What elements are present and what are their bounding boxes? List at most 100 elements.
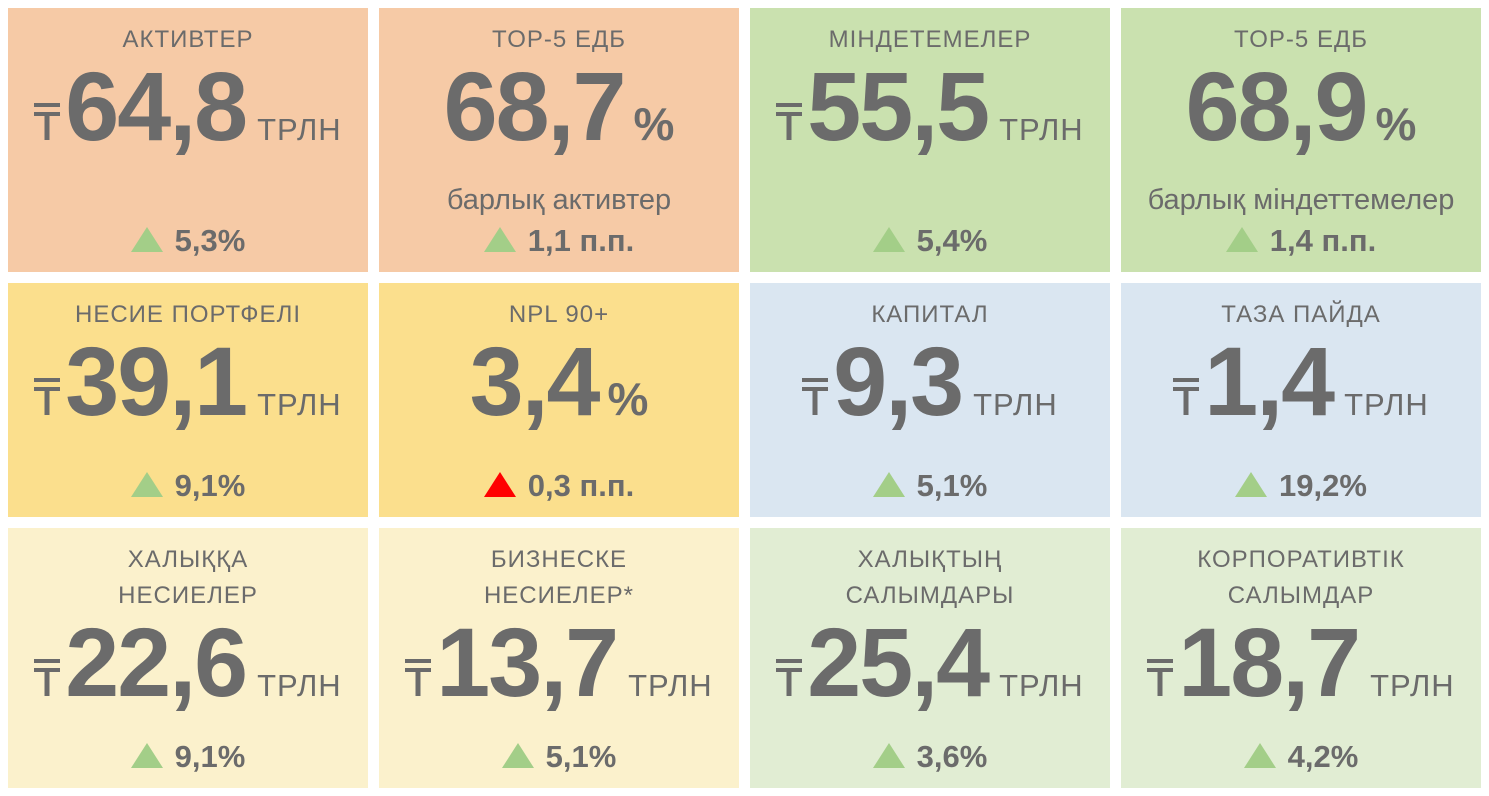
kpi-value: 39,1 [65, 327, 248, 436]
kpi-title: ТАЗА ПАЙДА [1221, 301, 1381, 328]
kpi-value: 1,4 [1204, 327, 1335, 436]
kpi-unit: ТРЛН [257, 387, 342, 422]
tenge-currency-icon [34, 378, 61, 415]
kpi-delta-value: 19,2% [1279, 468, 1367, 503]
kpi-title: НЕСИЕ ПОРТФЕЛІ [75, 301, 301, 328]
kpi-card: TOP-5 ЕДБ 68,9 % барлық міндеттемелер 1,… [1121, 8, 1481, 272]
kpi-value-row: 13,7 ТРЛН [405, 614, 712, 741]
kpi-value: 64,8 [65, 52, 248, 161]
kpi-unit: ТРЛН [999, 668, 1084, 703]
triangle-up-icon [872, 227, 905, 252]
kpi-delta-value: 5,1% [545, 739, 617, 774]
kpi-delta: 19,2% [1235, 470, 1367, 501]
kpi-card: КОРПОРАТИВТІК САЛЫМДАР 18,7 ТРЛН 4,2% [1121, 528, 1481, 788]
kpi-title: МІНДЕТЕМЕЛЕР [828, 26, 1032, 53]
kpi-unit: % [607, 373, 649, 425]
kpi-value-row: 55,5 ТРЛН [776, 58, 1083, 225]
kpi-delta-value: 3,6% [916, 739, 988, 774]
kpi-delta-value: 9,1% [174, 468, 246, 503]
kpi-title: TOP-5 ЕДБ [1234, 26, 1368, 53]
kpi-delta-value: 5,1% [916, 468, 988, 503]
kpi-value-row: 18,7 ТРЛН [1147, 614, 1454, 741]
kpi-delta: 9,1% [130, 739, 246, 774]
kpi-delta-value: 5,3% [174, 223, 246, 258]
kpi-unit: % [1375, 98, 1417, 150]
kpi-value-row: 9,3 ТРЛН [802, 333, 1057, 470]
kpi-value: 22,6 [65, 608, 248, 717]
tenge-currency-icon [1173, 378, 1200, 415]
kpi-value-row: 68,7 % [444, 58, 675, 184]
kpi-card: БИЗНЕСКЕ НЕСИЕЛЕР* 13,7 ТРЛН 5,1% [379, 528, 739, 788]
kpi-delta: 5,1% [501, 739, 617, 774]
kpi-card: КАПИТАЛ 9,3 ТРЛН 5,1% [750, 283, 1110, 517]
triangle-up-icon [1225, 227, 1258, 252]
tenge-currency-icon [34, 659, 61, 696]
kpi-value-row: 64,8 ТРЛН [34, 58, 341, 225]
kpi-card: TOP-5 ЕДБ 68,7 % барлық активтер 1,1 п.п… [379, 8, 739, 272]
triangle-up-icon [483, 472, 516, 497]
kpi-delta-value: 5,4% [916, 223, 988, 258]
kpi-card: АКТИВТЕР 64,8 ТРЛН 5,3% [8, 8, 368, 272]
kpi-delta: 4,2% [1243, 739, 1359, 774]
kpi-delta-value: 0,3 п.п. [527, 468, 635, 503]
kpi-title: TOP-5 ЕДБ [492, 26, 626, 53]
kpi-delta: 5,4% [872, 223, 988, 258]
kpi-delta: 5,1% [872, 468, 988, 503]
kpi-value: 25,4 [807, 608, 990, 717]
kpi-value: 3,4 [469, 327, 601, 436]
kpi-value: 68,7 [443, 52, 627, 161]
kpi-value-row: 22,6 ТРЛН [34, 614, 341, 741]
triangle-up-icon [1243, 743, 1276, 768]
kpi-subtitle: барлық міндеттемелер [1147, 183, 1455, 216]
kpi-delta: 0,3 п.п. [483, 468, 635, 503]
triangle-up-icon [130, 227, 163, 252]
kpi-unit: ТРЛН [1370, 668, 1455, 703]
kpi-subtitle: барлық активтер [446, 183, 672, 216]
kpi-unit: ТРЛН [257, 668, 342, 703]
tenge-currency-icon [1147, 659, 1174, 696]
kpi-value-row: 1,4 ТРЛН [1173, 333, 1428, 470]
kpi-delta-value: 1,4 п.п. [1269, 223, 1377, 258]
kpi-card: МІНДЕТЕМЕЛЕР 55,5 ТРЛН 5,4% [750, 8, 1110, 272]
kpi-unit: ТРЛН [628, 668, 713, 703]
kpi-value: 55,5 [807, 52, 990, 161]
kpi-card: ХАЛЫҚТЫҢ САЛЫМДАРЫ 25,4 ТРЛН 3,6% [750, 528, 1110, 788]
kpi-unit: % [633, 98, 675, 150]
kpi-value: 9,3 [833, 327, 964, 436]
kpi-card: ХАЛЫҚҚА НЕСИЕЛЕР 22,6 ТРЛН 9,1% [8, 528, 368, 788]
kpi-value-row: 39,1 ТРЛН [34, 333, 341, 470]
triangle-up-icon [483, 227, 516, 252]
kpi-delta: 1,1 п.п. [483, 225, 634, 256]
kpi-title: КАПИТАЛ [871, 301, 989, 328]
tenge-currency-icon [34, 103, 61, 140]
kpi-value-row: 3,4 % [470, 333, 649, 470]
kpi-title: ХАЛЫҚТЫҢ САЛЫМДАРЫ [845, 546, 1015, 609]
triangle-up-icon [872, 743, 905, 768]
kpi-value: 68,9 [1185, 52, 1369, 161]
triangle-up-icon [130, 472, 163, 497]
kpi-unit: ТРЛН [257, 112, 342, 147]
kpi-delta-value: 9,1% [174, 739, 246, 774]
triangle-up-icon [1235, 472, 1268, 497]
tenge-currency-icon [802, 378, 829, 415]
kpi-value-row: 68,9 % [1186, 58, 1417, 184]
kpi-unit: ТРЛН [973, 387, 1058, 422]
kpi-delta: 5,3% [130, 223, 246, 258]
kpi-unit: ТРЛН [999, 112, 1084, 147]
kpi-delta: 1,4 п.п. [1225, 223, 1377, 258]
kpi-card: ТАЗА ПАЙДА 1,4 ТРЛН 19,2% [1121, 283, 1481, 517]
triangle-up-icon [872, 472, 905, 497]
triangle-up-icon [501, 743, 534, 768]
kpi-unit: ТРЛН [1344, 387, 1429, 422]
kpi-value-row: 25,4 ТРЛН [776, 614, 1083, 741]
kpi-title: NPL 90+ [508, 301, 610, 328]
kpi-delta-value: 4,2% [1287, 739, 1359, 774]
kpi-title: КОРПОРАТИВТІК САЛЫМДАР [1197, 546, 1405, 609]
kpi-title: ХАЛЫҚҚА НЕСИЕЛЕР [118, 546, 258, 609]
kpi-value: 18,7 [1178, 608, 1361, 717]
triangle-up-icon [130, 743, 163, 768]
kpi-card: НЕСИЕ ПОРТФЕЛІ 39,1 ТРЛН 9,1% [8, 283, 368, 517]
tenge-currency-icon [405, 659, 432, 696]
kpi-delta: 9,1% [130, 468, 246, 503]
